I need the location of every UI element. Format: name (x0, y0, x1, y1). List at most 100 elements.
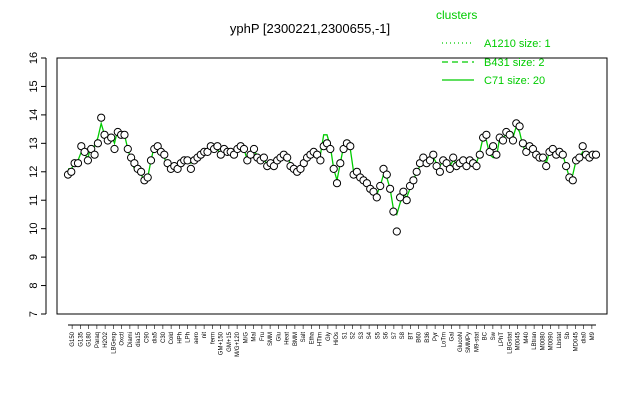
data-point (332, 179, 342, 188)
x-tick-label: S5 (375, 331, 381, 339)
plot-frame (56, 57, 608, 315)
data-point (412, 167, 421, 176)
legend-title: clusters (436, 8, 477, 22)
data-point (402, 196, 411, 205)
x-tick-label: Glu (276, 332, 282, 341)
y-tick-label: 8 (28, 282, 40, 288)
x-tick-label: dia5 (153, 331, 159, 343)
x-tick-label: G180 (87, 331, 93, 346)
legend-entry-c71: C71 size: 20 (484, 75, 545, 87)
x-tick-label: Cold (169, 332, 175, 344)
data-point (110, 144, 119, 154)
x-tick-label: Heat (285, 332, 291, 345)
x-tick-label: S6 (384, 331, 390, 339)
x-tick-label: LBtran (532, 332, 538, 350)
data-point (83, 156, 93, 165)
data-point (472, 162, 481, 171)
data-point (107, 133, 116, 142)
data-point (538, 153, 548, 162)
x-tick-label: Pyr (433, 332, 439, 341)
points-layer (63, 113, 601, 236)
data-point (137, 167, 146, 176)
data-point (542, 162, 551, 171)
data-point (372, 193, 381, 202)
data-point (123, 144, 132, 154)
data-point (329, 164, 338, 173)
data-point (67, 167, 76, 176)
data-point (562, 162, 571, 171)
data-point (429, 150, 438, 159)
x-tick-label: S1 (342, 331, 348, 339)
data-point (326, 144, 335, 154)
x-tick-label: Sw (491, 331, 497, 340)
data-point (97, 113, 106, 122)
x-tick-label: aero (194, 331, 200, 344)
x-tick-label: B36 (425, 331, 431, 342)
y-tick-label: 12 (28, 166, 40, 178)
y-tick-label: 11 (28, 195, 40, 206)
x-tick-label: Salt (301, 332, 307, 343)
x-tick-label: Diami (128, 332, 134, 347)
x-tick-label: LPhT (499, 332, 505, 347)
data-point (575, 153, 584, 162)
x-tick-label: HiOs (334, 332, 340, 345)
x-tick-label: B60 (417, 331, 423, 342)
data-point (120, 130, 129, 139)
data-point (392, 227, 401, 236)
data-point (518, 139, 528, 148)
x-tick-label: dia15 (136, 331, 142, 346)
x-tick-label: M/G (243, 332, 249, 344)
data-point (578, 142, 587, 151)
x-tick-label: LoTm (441, 332, 447, 347)
x-axis: G150 G135 G180 Paraq H2O2 LBGexp Oxctl Diami dia… (68, 324, 596, 357)
x-tick-label: Lbstat (557, 332, 563, 349)
data-point (399, 187, 408, 196)
x-tick-label: M40 (524, 331, 530, 343)
x-tick-label: Oxctl (120, 332, 126, 346)
data-point (213, 142, 222, 151)
data-point (93, 139, 103, 148)
y-tick-label: 9 (28, 254, 40, 260)
data-point (90, 150, 99, 159)
legend-entry-b431: B431 size: 2 (484, 57, 545, 69)
data-point (283, 153, 292, 162)
x-tick-label: LBGstat (507, 332, 513, 354)
data-point (336, 159, 345, 168)
data-point (249, 144, 259, 154)
data-point (508, 136, 518, 145)
x-tick-label: BMM (293, 332, 299, 346)
x-tick-label: S7 (392, 331, 398, 339)
legend: clusters A1210 size: 1 B431 size: 2 C71 … (436, 8, 551, 87)
x-tick-label: M0080 (540, 331, 546, 350)
y-tick-label: 14 (28, 109, 40, 121)
data-point (346, 142, 355, 151)
x-tick-label: SMMPy (466, 332, 472, 353)
data-point (386, 184, 395, 193)
x-tick-label: BC (483, 331, 489, 340)
x-tick-label: Gal (450, 332, 456, 341)
x-tick-label: Sb (565, 331, 571, 339)
x-tick-label: nit (202, 332, 208, 339)
data-point (389, 207, 398, 216)
x-tick-label: SMM (268, 332, 274, 346)
x-tick-label: M0045 (516, 331, 522, 350)
x-tick-label: ferm (210, 332, 216, 344)
data-point (376, 181, 385, 191)
x-tick-label: S3 (359, 331, 365, 339)
x-tick-label: HTim (318, 332, 324, 346)
x-tick-label: Etha (309, 331, 315, 344)
x-tick-label: HPh (177, 332, 183, 344)
y-tick-label: 15 (28, 80, 40, 92)
data-point (568, 176, 577, 185)
data-point (146, 156, 156, 165)
x-tick-label: G135 (78, 331, 84, 346)
y-axis: 7 8 9 10 11 12 13 14 15 16 (28, 52, 47, 317)
x-tick-label: LBGexp (111, 331, 117, 353)
data-point (591, 150, 601, 159)
y-tick-label: 7 (28, 311, 40, 317)
data-point (183, 156, 192, 165)
data-point (482, 130, 491, 139)
data-point (382, 170, 391, 179)
data-point (515, 122, 524, 131)
data-point (489, 142, 498, 151)
